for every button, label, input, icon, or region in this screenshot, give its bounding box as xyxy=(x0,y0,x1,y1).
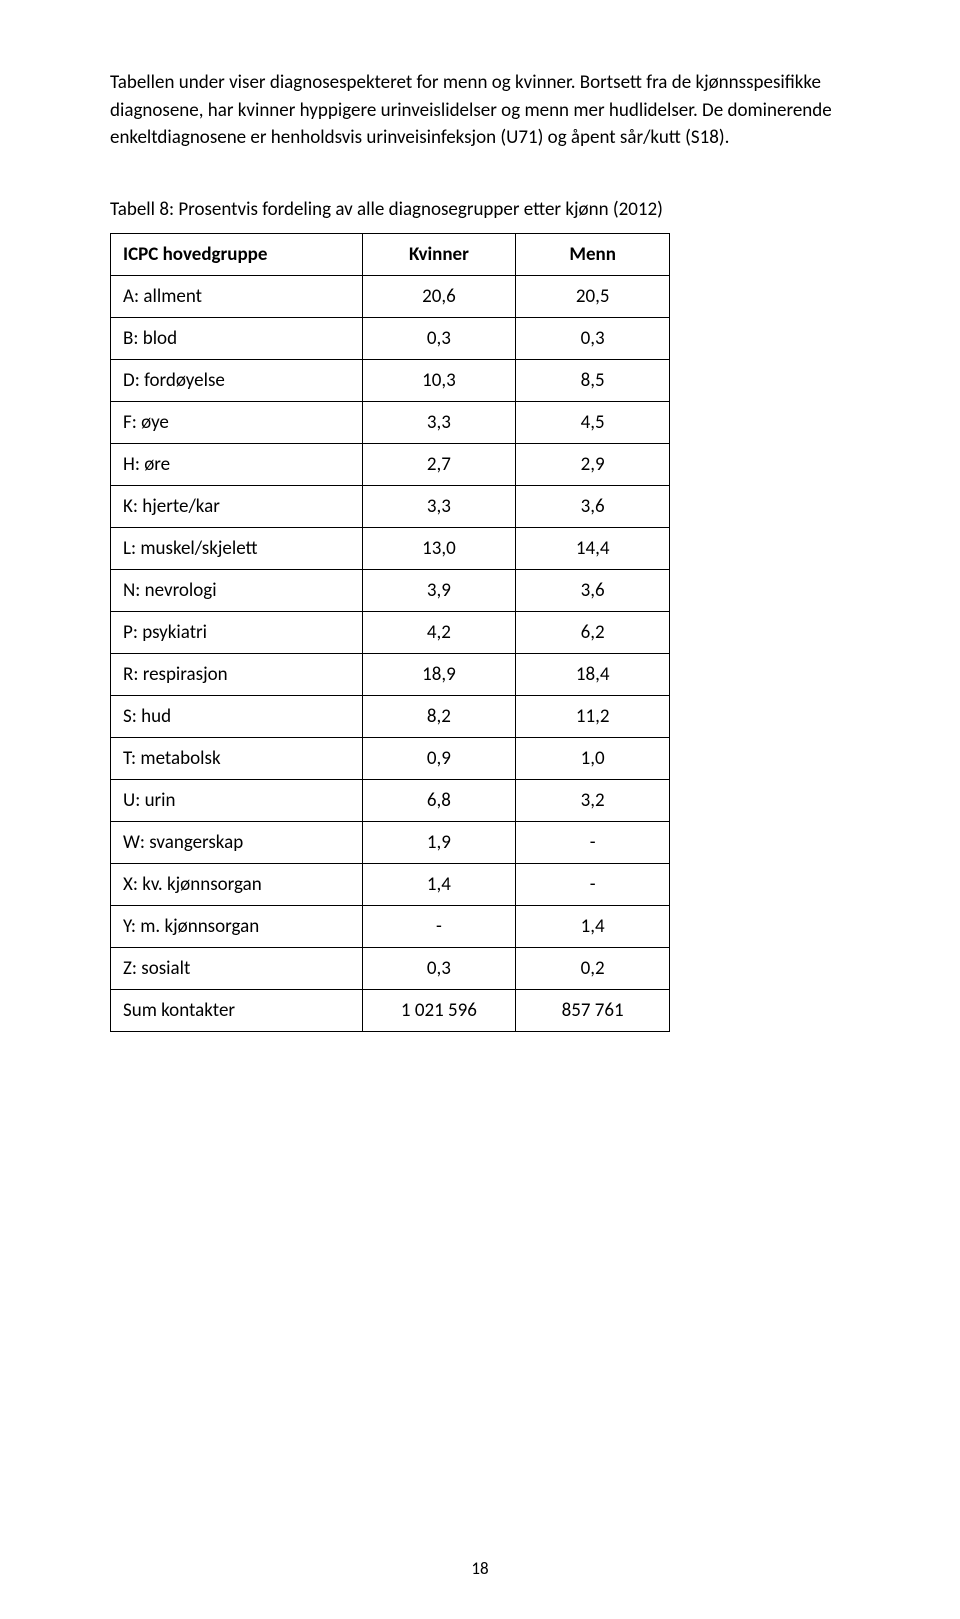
row-menn: 8,5 xyxy=(516,359,670,401)
row-kvinner: 0,3 xyxy=(362,947,516,989)
row-menn: 18,4 xyxy=(516,653,670,695)
row-kvinner: 20,6 xyxy=(362,275,516,317)
row-kvinner: 1 021 596 xyxy=(362,989,516,1031)
row-kvinner: 1,9 xyxy=(362,821,516,863)
row-menn: 1,4 xyxy=(516,905,670,947)
row-kvinner: 3,3 xyxy=(362,401,516,443)
row-menn: 857 761 xyxy=(516,989,670,1031)
row-kvinner: 3,3 xyxy=(362,485,516,527)
table-row: D: fordøyelse10,38,5 xyxy=(111,359,670,401)
table-row: B: blod0,30,3 xyxy=(111,317,670,359)
row-label: B: blod xyxy=(111,317,363,359)
row-kvinner: 13,0 xyxy=(362,527,516,569)
row-kvinner: 0,9 xyxy=(362,737,516,779)
row-kvinner: 10,3 xyxy=(362,359,516,401)
row-menn: 1,0 xyxy=(516,737,670,779)
row-menn: - xyxy=(516,863,670,905)
row-label: F: øye xyxy=(111,401,363,443)
row-label: W: svangerskap xyxy=(111,821,363,863)
row-label: R: respirasjon xyxy=(111,653,363,695)
table-row: Y: m. kjønnsorgan-1,4 xyxy=(111,905,670,947)
row-kvinner: 18,9 xyxy=(362,653,516,695)
intro-paragraph: Tabellen under viser diagnosespekteret f… xyxy=(110,69,850,152)
table-body: A: allment20,620,5B: blod0,30,3D: fordøy… xyxy=(111,275,670,1031)
page-number: 18 xyxy=(0,1558,960,1579)
row-label: L: muskel/skjelett xyxy=(111,527,363,569)
table-row: N: nevrologi3,93,6 xyxy=(111,569,670,611)
document-page: Tabellen under viser diagnosespekteret f… xyxy=(0,0,960,1619)
row-label: N: nevrologi xyxy=(111,569,363,611)
row-menn: 0,3 xyxy=(516,317,670,359)
row-label: H: øre xyxy=(111,443,363,485)
table-row: H: øre2,72,9 xyxy=(111,443,670,485)
row-label: U: urin xyxy=(111,779,363,821)
row-menn: 2,9 xyxy=(516,443,670,485)
row-menn: 4,5 xyxy=(516,401,670,443)
diagnosis-table: ICPC hovedgruppe Kvinner Menn A: allment… xyxy=(110,233,670,1032)
row-kvinner: 6,8 xyxy=(362,779,516,821)
row-label: T: metabolsk xyxy=(111,737,363,779)
row-label: Sum kontakter xyxy=(111,989,363,1031)
table-header-row: ICPC hovedgruppe Kvinner Menn xyxy=(111,233,670,275)
col-header-kvinner: Kvinner xyxy=(362,233,516,275)
table-row: Z: sosialt0,30,2 xyxy=(111,947,670,989)
col-header-label: ICPC hovedgruppe xyxy=(111,233,363,275)
row-menn: - xyxy=(516,821,670,863)
row-label: Y: m. kjønnsorgan xyxy=(111,905,363,947)
row-menn: 0,2 xyxy=(516,947,670,989)
row-kvinner: - xyxy=(362,905,516,947)
row-label: P: psykiatri xyxy=(111,611,363,653)
table-row: U: urin6,83,2 xyxy=(111,779,670,821)
row-label: D: fordøyelse xyxy=(111,359,363,401)
table-row: X: kv. kjønnsorgan1,4- xyxy=(111,863,670,905)
table-row: K: hjerte/kar3,33,6 xyxy=(111,485,670,527)
row-kvinner: 1,4 xyxy=(362,863,516,905)
table-row: F: øye3,34,5 xyxy=(111,401,670,443)
table-row: T: metabolsk0,91,0 xyxy=(111,737,670,779)
row-menn: 14,4 xyxy=(516,527,670,569)
row-kvinner: 8,2 xyxy=(362,695,516,737)
row-menn: 6,2 xyxy=(516,611,670,653)
row-label: Z: sosialt xyxy=(111,947,363,989)
col-header-menn: Menn xyxy=(516,233,670,275)
row-label: A: allment xyxy=(111,275,363,317)
table-row: L: muskel/skjelett13,014,4 xyxy=(111,527,670,569)
table-row: Sum kontakter1 021 596857 761 xyxy=(111,989,670,1031)
row-menn: 3,2 xyxy=(516,779,670,821)
row-menn: 11,2 xyxy=(516,695,670,737)
table-row: P: psykiatri4,26,2 xyxy=(111,611,670,653)
row-kvinner: 4,2 xyxy=(362,611,516,653)
table-row: A: allment20,620,5 xyxy=(111,275,670,317)
row-kvinner: 2,7 xyxy=(362,443,516,485)
row-label: K: hjerte/kar xyxy=(111,485,363,527)
row-label: S: hud xyxy=(111,695,363,737)
table-row: S: hud8,211,2 xyxy=(111,695,670,737)
row-kvinner: 0,3 xyxy=(362,317,516,359)
row-menn: 20,5 xyxy=(516,275,670,317)
row-menn: 3,6 xyxy=(516,569,670,611)
row-label: X: kv. kjønnsorgan xyxy=(111,863,363,905)
row-menn: 3,6 xyxy=(516,485,670,527)
table-row: W: svangerskap1,9- xyxy=(111,821,670,863)
row-kvinner: 3,9 xyxy=(362,569,516,611)
table-caption: Tabell 8: Prosentvis fordeling av alle d… xyxy=(110,198,850,221)
table-row: R: respirasjon18,918,4 xyxy=(111,653,670,695)
